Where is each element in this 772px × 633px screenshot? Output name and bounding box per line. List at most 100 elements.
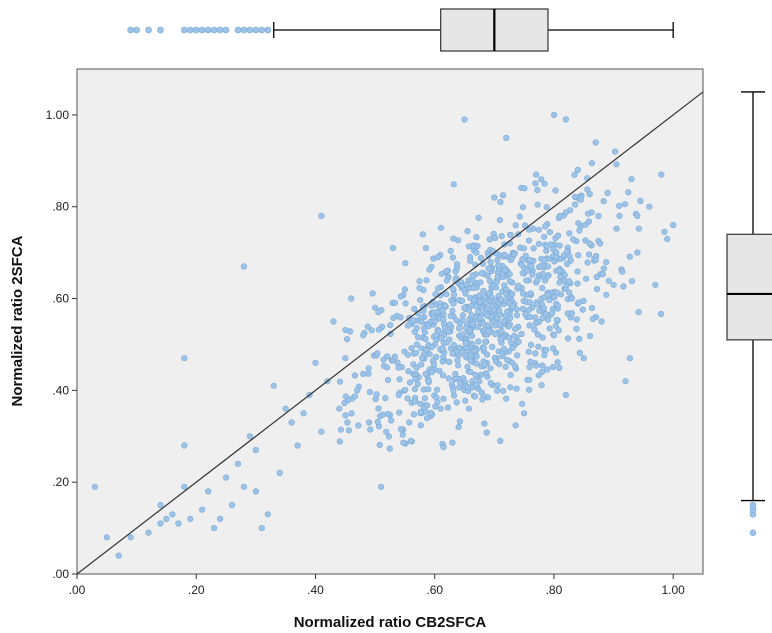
data-point: [453, 261, 461, 268]
data-point: [531, 326, 538, 333]
data-point: [619, 268, 626, 275]
data-point: [416, 285, 423, 292]
data-point: [470, 284, 477, 292]
data-point: [365, 365, 372, 372]
data-point: [585, 218, 593, 225]
x-tick-label: .00: [69, 583, 86, 597]
data-point: [544, 263, 552, 270]
y-axis-title: Normalized ratio 2SFCA: [9, 235, 26, 406]
data-point: [447, 247, 454, 254]
data-point: [487, 365, 494, 372]
data-point: [127, 534, 134, 541]
data-point: [520, 410, 528, 417]
data-point: [397, 426, 405, 433]
data-point: [577, 196, 584, 203]
data-point: [546, 229, 554, 236]
data-point: [416, 278, 423, 285]
data-point: [573, 316, 580, 323]
data-point: [670, 222, 677, 229]
data-point: [445, 328, 452, 335]
data-point: [441, 324, 449, 331]
data-point: [509, 290, 516, 298]
data-point: [568, 310, 576, 317]
data-point: [497, 198, 504, 206]
data-point: [586, 332, 594, 340]
data-point: [199, 506, 206, 513]
data-point: [497, 296, 505, 303]
data-point: [483, 429, 490, 436]
data-point: [555, 327, 562, 334]
data-point: [487, 259, 494, 266]
data-point: [425, 322, 432, 330]
data-point: [252, 446, 259, 454]
data-point: [507, 371, 514, 379]
data-point: [439, 372, 447, 379]
data-point: [401, 286, 409, 293]
data-point: [365, 370, 372, 377]
data-point: [288, 419, 295, 426]
data-point: [391, 353, 398, 360]
data-point: [502, 363, 509, 371]
data-point: [523, 277, 530, 284]
data-point: [474, 323, 481, 331]
data-point: [425, 378, 432, 385]
data-point: [336, 438, 343, 445]
data-point: [519, 256, 526, 263]
data-point: [514, 282, 522, 289]
data-point: [399, 431, 406, 438]
data-point: [450, 300, 457, 307]
data-point: [498, 233, 505, 240]
data-point: [446, 336, 453, 343]
data-point: [367, 426, 374, 433]
data-point: [544, 291, 552, 298]
data-point: [444, 404, 452, 411]
data-point: [511, 332, 518, 339]
data-point: [411, 305, 418, 313]
data-point: [556, 267, 563, 274]
data-point: [449, 350, 456, 357]
x-box-outlier: [222, 26, 230, 34]
data-point: [512, 422, 519, 429]
data-point: [342, 412, 349, 419]
data-point: [574, 280, 581, 287]
data-point: [453, 399, 460, 406]
data-point: [575, 220, 582, 227]
data-point: [461, 304, 468, 311]
data-point: [428, 302, 435, 309]
data-point: [532, 180, 539, 187]
data-point: [406, 419, 413, 426]
data-point: [91, 483, 98, 490]
data-point: [492, 330, 499, 338]
data-point: [525, 386, 533, 393]
data-point: [396, 376, 403, 383]
data-point: [527, 341, 535, 349]
data-point: [375, 405, 382, 412]
data-point: [579, 306, 586, 313]
data-point: [354, 387, 361, 394]
data-point: [519, 204, 527, 211]
x-box-outlier: [264, 26, 272, 34]
data-point: [604, 189, 611, 197]
data-point: [616, 202, 623, 209]
data-point: [396, 409, 403, 416]
data-point: [556, 364, 563, 372]
data-point: [445, 375, 452, 382]
data-point: [456, 325, 463, 332]
x-box-outlier: [246, 26, 254, 34]
data-point: [557, 273, 564, 281]
data-point: [526, 376, 533, 383]
data-point: [622, 378, 629, 385]
y-box-iqr: [726, 233, 772, 341]
data-point: [508, 339, 515, 346]
data-point: [369, 290, 376, 297]
data-point: [476, 298, 483, 306]
data-point: [525, 237, 533, 244]
data-point: [513, 385, 520, 392]
plot-area: [76, 68, 704, 575]
data-point: [443, 277, 450, 284]
data-point: [595, 212, 602, 220]
data-point: [564, 335, 572, 342]
data-point: [464, 363, 471, 370]
data-point: [492, 358, 500, 365]
data-point: [422, 370, 429, 378]
